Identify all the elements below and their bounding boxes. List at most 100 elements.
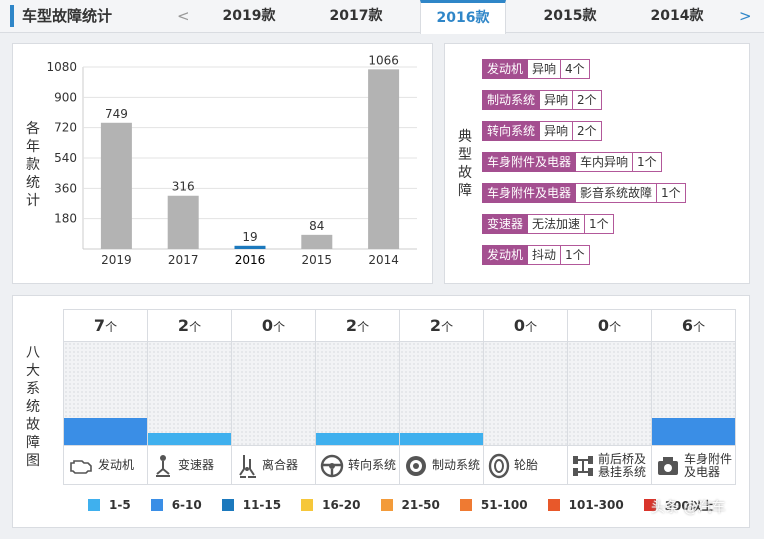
system-column[interactable]: 0个前后桥及悬挂系统 [567,309,651,485]
prev-arrow-icon[interactable]: < [177,7,190,25]
tab-2019[interactable]: 2019款 [222,8,276,24]
legend-label: 51-100 [480,498,528,512]
bar-value-2014: 1066 [368,53,399,67]
x-tick-2015: 2015 [302,253,333,267]
system-count: 0个 [568,309,651,342]
legend-swatch [88,499,100,511]
system-label: 制动系统 [400,445,483,485]
fault-count: 4个 [561,59,590,79]
system-count: 2个 [148,309,231,342]
legend-swatch [380,499,393,511]
legend-label: 16-20 [322,498,361,512]
clutch-pedal-icon [236,453,262,479]
fault-row[interactable]: 变速器 无法加速 1个 [482,214,614,234]
fault-row[interactable]: 发动机 异响 4个 [482,59,590,79]
bar-2015 [301,234,333,249]
fault-row[interactable]: 发动机 抖动 1个 [482,245,590,265]
legend-swatch [150,499,163,511]
y-tick-label: 1080 [46,60,77,74]
fault-part: 变速器 [482,214,529,234]
bar-value-2016: 19 [242,230,257,244]
x-tick-2014: 2014 [368,253,399,267]
bar-value-2017: 316 [172,180,195,194]
fault-count: 1个 [585,214,614,234]
brake-disc-icon [404,454,432,478]
fault-row[interactable]: 转向系统 异响 2个 [482,121,602,141]
legend-item: 16-20 [301,497,361,513]
system-name: 车身附件及电器 [684,451,733,479]
legend-item: 1-5 [88,497,131,513]
fault-part: 车身附件及电器 [482,152,577,172]
system-bar-field [400,342,483,445]
system-bar-field [232,342,315,445]
x-tick-2019: 2019 [101,253,132,267]
legend-swatch [459,499,472,511]
legend-label: 101-300 [568,498,624,512]
system-name: 发动机 [98,458,135,472]
system-bar-field [568,342,651,445]
fault-part: 车身附件及电器 [482,183,577,203]
system-column[interactable]: 2个转向系统 [315,309,399,485]
fault-count: 2个 [573,121,602,141]
system-column[interactable]: 6个 车身附件及电器 [651,309,735,485]
system-column[interactable]: 2个变速器 [147,309,231,485]
fault-part: 制动系统 [482,90,541,110]
tab-2014[interactable]: 2014款 [650,8,704,24]
system-column[interactable]: 7个发动机 [63,309,147,485]
tire-icon [488,453,514,479]
fault-row[interactable]: 车身附件及电器 车内异响 1个 [482,152,662,172]
legend-label: 300以上 [664,498,714,513]
system-label: 发动机 [64,445,147,485]
fault-row[interactable]: 制动系统 异响 2个 [482,90,602,110]
tab-2015[interactable]: 2015款 [543,8,597,24]
system-bar [400,432,483,445]
fault-row[interactable]: 车身附件及电器 影音系统故障 1个 [482,183,686,203]
system-bar [64,418,147,445]
year-stats-panel: 各年款统计 180 360 540 720 900 1080 749 2019 316 2017 1… [12,43,433,284]
gearshift-icon [152,454,178,478]
system-count: 7个 [64,309,147,342]
system-label: 转向系统 [316,445,399,485]
system-count: 0个 [484,309,567,342]
y-tick-label: 180 [54,212,77,226]
system-count: 2个 [316,309,399,342]
tab-2017[interactable]: 2017款 [329,8,383,24]
system-label: 前后桥及悬挂系统 [568,445,651,485]
fault-type: 抖动 [528,245,562,265]
legend-item: 11-15 [221,497,281,513]
bar-value-2015: 84 [309,219,324,233]
legend-label: 6-10 [171,498,202,512]
chart-ylabel: 各年款统计 [26,121,40,209]
fault-type: 影音系统故障 [576,183,658,203]
fault-type: 异响 [540,121,574,141]
system-bar-field [316,342,399,445]
system-name: 转向系统 [348,458,397,472]
system-bar [148,432,231,445]
bar-2016 [234,245,266,249]
tab-2016[interactable]: 2016款 [420,0,506,34]
y-tick-label: 900 [54,90,77,104]
system-column[interactable]: 0个轮胎 [483,309,567,485]
fault-type: 无法加速 [528,214,586,234]
bar-value-2019: 749 [105,107,128,121]
system-name: 变速器 [178,458,215,472]
fault-type: 异响 [540,90,574,110]
legend-label: 21-50 [401,498,440,512]
system-count: 2个 [400,309,483,342]
axle-suspension-icon [572,454,598,478]
system-name: 前后桥及悬挂系统 [598,451,647,479]
legend-item: 51-100 [459,497,528,513]
camera-electrical-icon [656,455,684,477]
steering-wheel-icon [320,454,348,478]
system-bar-field [148,342,231,445]
system-label: 轮胎 [484,445,567,485]
system-label: 离合器 [232,445,315,485]
system-column[interactable]: 0个 离合器 [231,309,315,485]
page-title: 车型故障统计 [10,5,112,27]
severity-legend: 1-5 6-10 11-15 16-20 21-50 51-100 101-300 300以上 [88,497,734,513]
next-arrow-icon[interactable]: > [739,7,752,25]
legend-label: 1-5 [109,498,131,512]
system-column[interactable]: 2个制动系统 [399,309,483,485]
bar-2017 [167,195,199,249]
